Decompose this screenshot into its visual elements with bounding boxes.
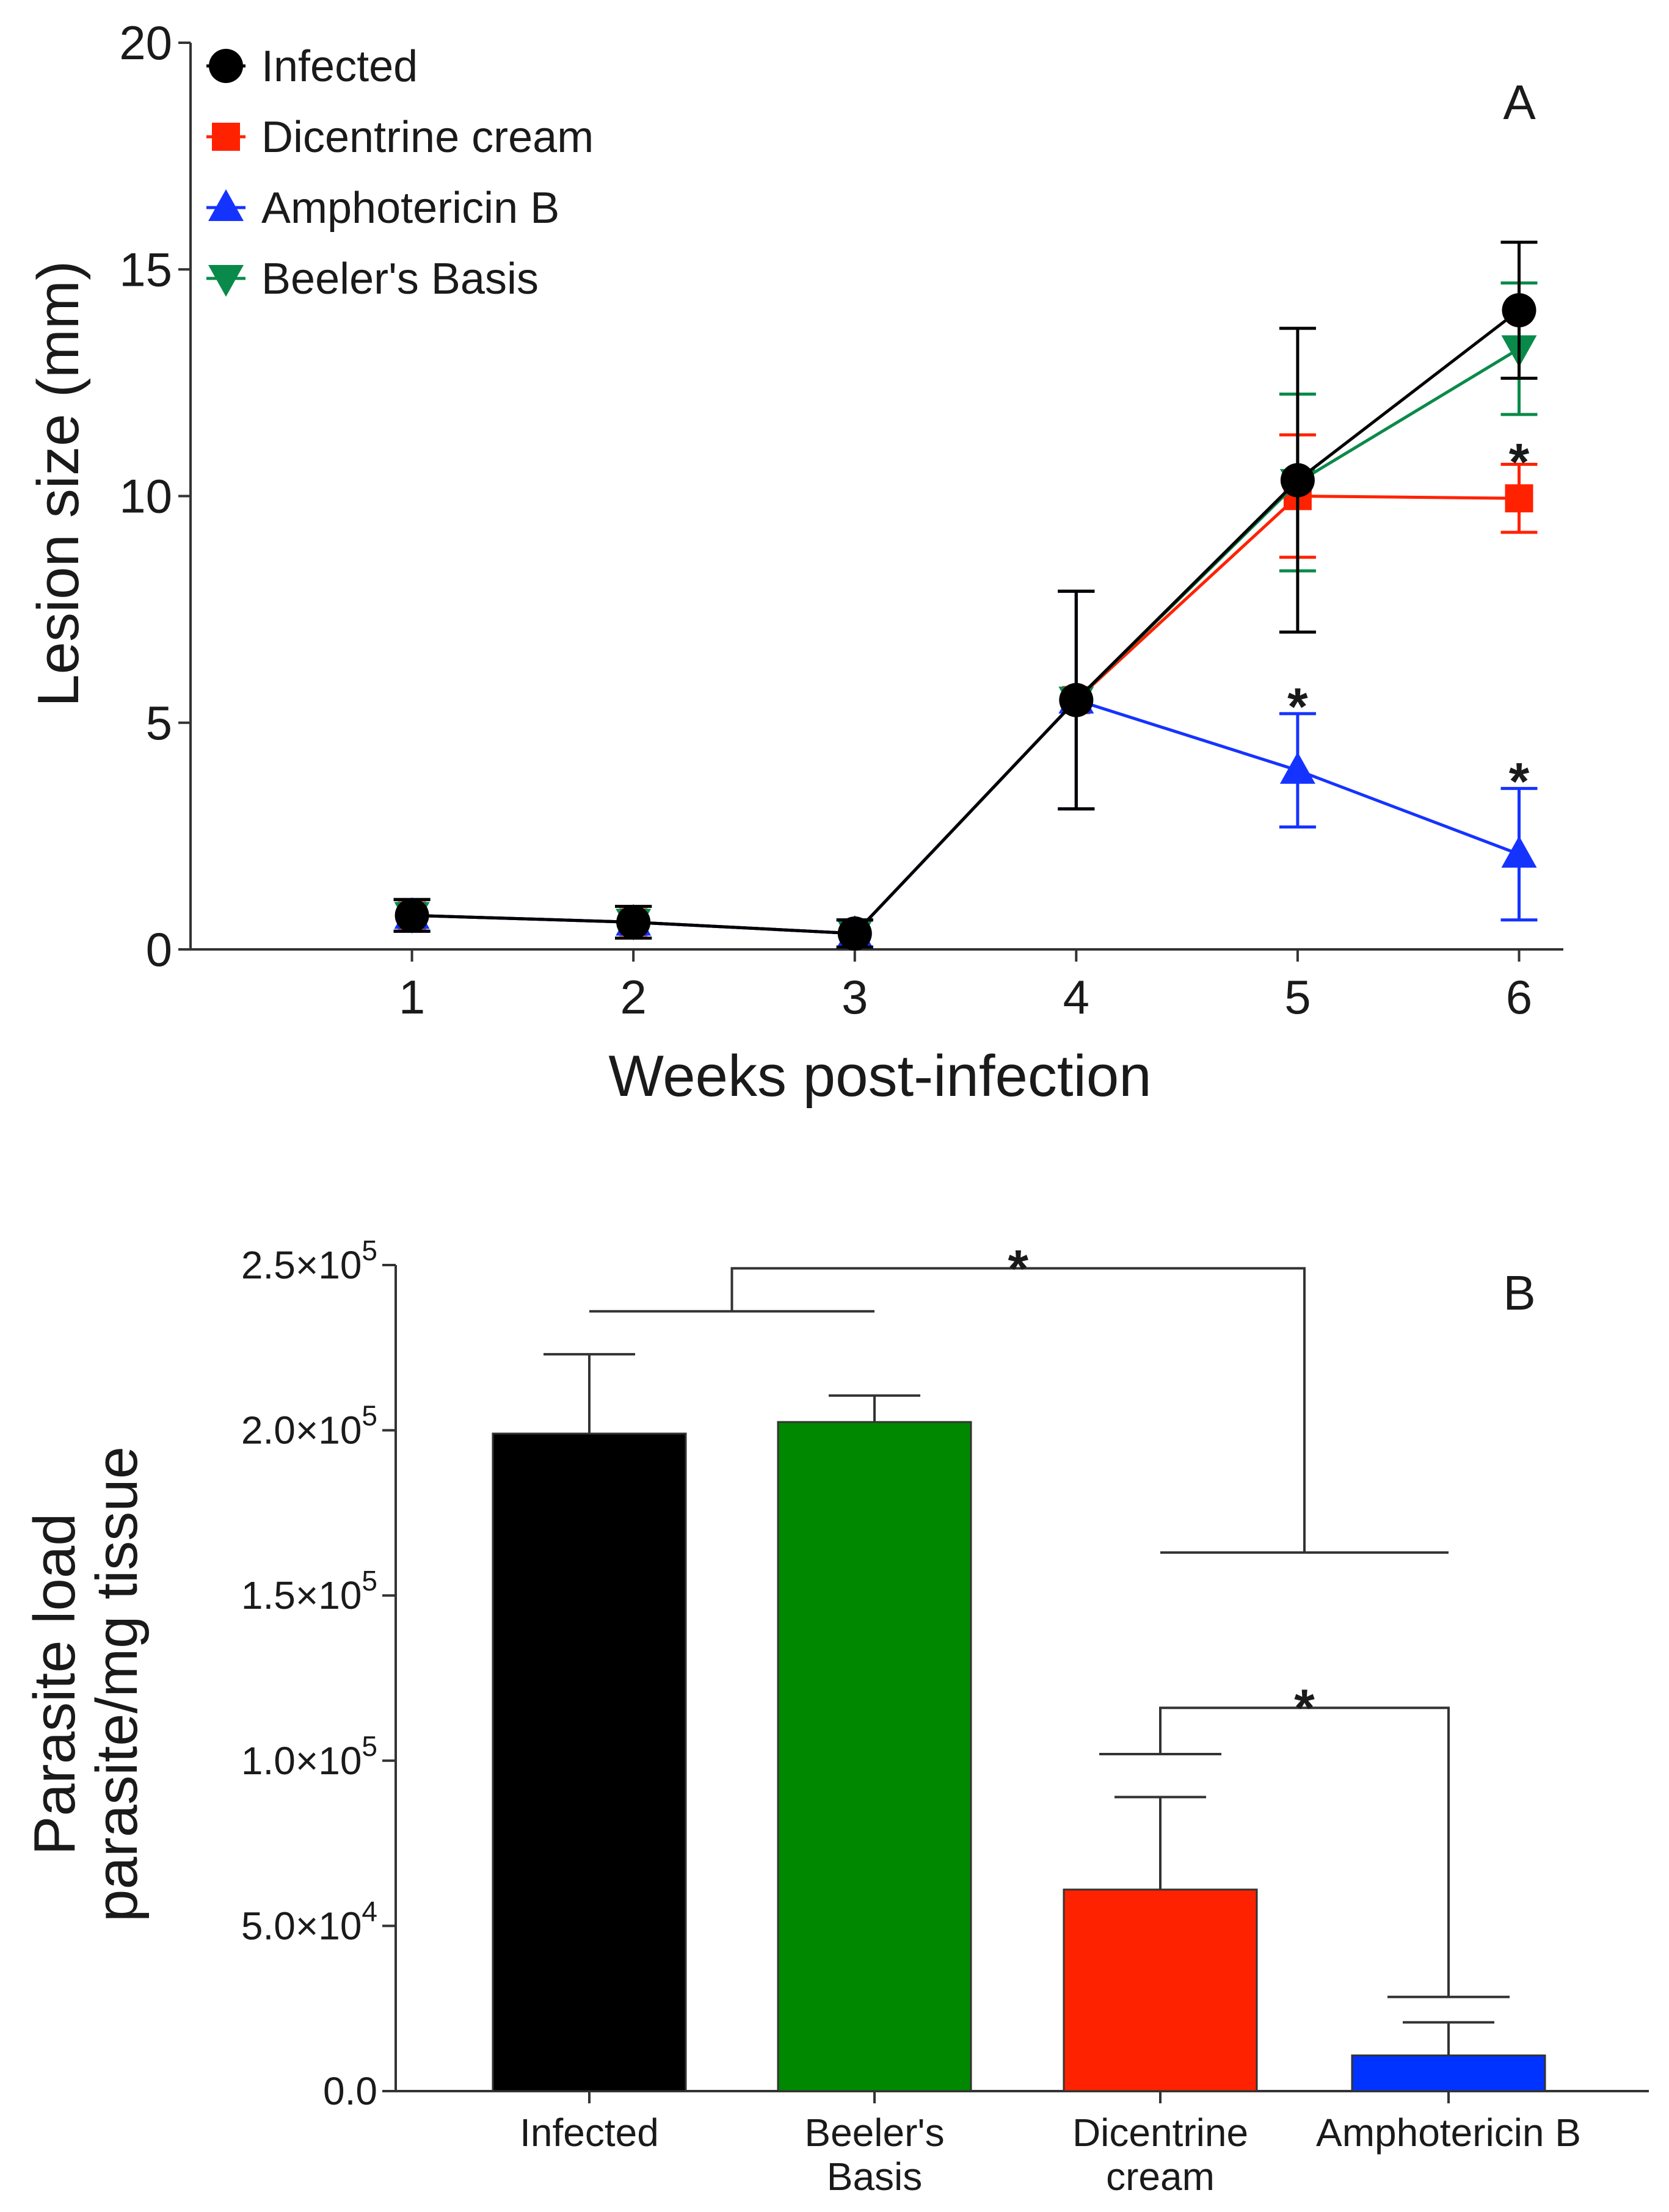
panel-b-bar-chart: 0.05.0×1041.0×1051.5×1052.0×1052.5×105In… <box>22 1235 1649 2199</box>
panel-b-bar <box>1351 2054 1546 2092</box>
panel-b-category-label: Dicentrine <box>1072 2111 1248 2155</box>
panel-a-legend-marker <box>208 189 244 221</box>
panel-a-legend-marker <box>209 49 243 83</box>
panel-b-y-tick-label: 2.0×105 <box>241 1400 377 1452</box>
panel-a-y-axis-title: Lesion size (mm) <box>26 261 91 707</box>
panel-a-line-chart: 0 5 10 15 20 1 2 3 4 5 6 Weeks post-infection Lesion… <box>26 16 1563 1109</box>
panel-a-y-tick-label: 5 <box>146 696 172 750</box>
panel-a-data-point <box>1059 683 1094 717</box>
panel-a-y-tick-label: 10 <box>119 470 172 523</box>
panel-b-significance-bracket: * <box>1099 1679 1510 1998</box>
panel-a-legend-label: Dicentrine cream <box>261 113 594 162</box>
panel-b-significance-star: * <box>1008 1239 1029 1298</box>
panel-b-y-axis-title: Parasite load <box>22 1513 87 1855</box>
panel-a-legend-marker <box>212 123 240 151</box>
panel-a-data-point <box>1502 293 1536 328</box>
panel-b-bracket-line <box>1159 1706 1450 1997</box>
panel-b-significance-bracket: * <box>589 1239 1449 1554</box>
panel-b-bar <box>1063 1888 1258 2092</box>
panel-a-data-point <box>1279 752 1315 784</box>
panel-a-x-tick-label: 2 <box>620 970 646 1024</box>
panel-b-y-tick-mantissa: 1.5×10 <box>241 1573 362 1617</box>
panel-b-y-tick-label: 1.0×105 <box>241 1730 377 1783</box>
panel-b-category-label: Beeler's <box>804 2111 944 2155</box>
panel-b-label: B <box>1503 1266 1535 1320</box>
panel-a-series-beeler-s-basis <box>393 281 1538 952</box>
panel-b-y-tick-exponent: 5 <box>362 1235 377 1266</box>
panel-b-y-tick-mantissa: 2.5×10 <box>241 1243 362 1287</box>
panel-b-y-tick-mantissa: 0.0 <box>323 2069 377 2113</box>
panel-a-x-tick-label: 5 <box>1284 970 1311 1024</box>
panel-a-y-tick-label: 20 <box>119 16 172 70</box>
panel-a-x-tick-label: 3 <box>842 970 868 1024</box>
panel-b-y-tick-label: 1.5×105 <box>241 1565 377 1617</box>
panel-b-y-tick-exponent: 5 <box>362 1565 377 1597</box>
panel-b-category-label: Basis <box>827 2155 923 2199</box>
panel-a-data-point <box>1505 484 1533 513</box>
panel-a-data-point <box>1280 463 1315 498</box>
panel-a-series-dicentrine-cream <box>393 433 1538 949</box>
panel-a-series-amphotericin-b <box>393 589 1538 949</box>
panel-b-y-tick-label: 5.0×104 <box>241 1895 377 1948</box>
panel-a-data-point <box>395 898 429 933</box>
panel-b-significance-star: * <box>1294 1679 1315 1738</box>
panel-a-legend-marker <box>208 265 244 297</box>
panel-a-x-tick-label: 4 <box>1063 970 1089 1024</box>
panel-a-series-infected <box>393 241 1538 951</box>
panel-a-series-line <box>412 494 1519 935</box>
panel-a-label: A <box>1503 75 1536 129</box>
panel-a-x-tick-label: 6 <box>1506 970 1532 1024</box>
panel-b-category-label: Amphotericin B <box>1316 2111 1581 2155</box>
panel-b-y-tick-exponent: 5 <box>362 1730 377 1762</box>
panel-b-bar <box>492 1432 687 2092</box>
panel-a-x-tick-label: 1 <box>399 970 425 1024</box>
panel-b-y-tick-mantissa: 5.0×10 <box>241 1904 362 1948</box>
panel-a-y-tick-label: 15 <box>119 242 172 296</box>
panel-b-y-tick-exponent: 5 <box>362 1400 377 1432</box>
panel-a-legend-label: Amphotericin B <box>261 184 559 233</box>
panel-b-category-label: cream <box>1106 2155 1215 2199</box>
panel-a-x-axis-title: Weeks post-infection <box>608 1043 1151 1109</box>
panel-b-y-tick-mantissa: 2.0×10 <box>241 1409 362 1452</box>
panel-b-y-tick-mantissa: 1.0×10 <box>241 1739 362 1783</box>
panel-a-data-point <box>616 905 651 940</box>
panel-a-series-line <box>412 309 1521 935</box>
panel-b-bracket-line <box>730 1267 1306 1553</box>
panel-b-category-label: Infected <box>520 2111 659 2155</box>
panel-b-y-axis-title: parasite/mg tissue <box>84 1446 150 1922</box>
panel-a-legend: Infected Dicentrine cream Amphotericin B Be… <box>206 42 594 303</box>
panel-a-significance-star: * <box>1287 678 1308 736</box>
panel-a-legend-label: Beeler's Basis <box>261 255 539 303</box>
panel-a-legend-label: Infected <box>261 42 418 91</box>
panel-b-y-tick-exponent: 4 <box>362 1895 377 1927</box>
panel-a-data-point <box>837 916 872 951</box>
panel-a-significance-star: * <box>1509 753 1530 811</box>
panel-a-significance-star: * <box>1509 433 1530 491</box>
panel-a-y-tick-label: 0 <box>146 923 172 976</box>
panel-a-data-point <box>1501 836 1537 868</box>
panel-b-y-tick-label: 0.0 <box>323 2069 377 2113</box>
panel-b-bar <box>777 1421 972 2092</box>
panel-b-y-tick-label: 2.5×105 <box>241 1235 377 1287</box>
